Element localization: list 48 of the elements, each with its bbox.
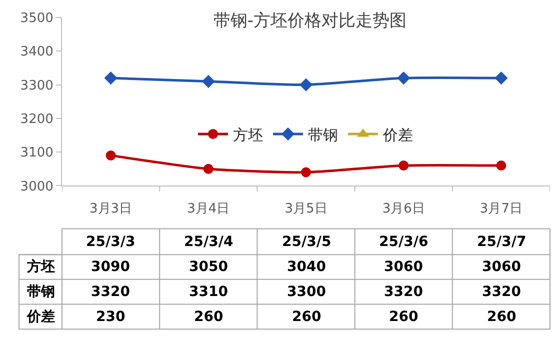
point (398, 160, 409, 171)
text: 25/3/4 (184, 234, 234, 250)
data-label: 3060 (384, 259, 424, 275)
text: 230 (96, 309, 126, 325)
point (301, 167, 311, 178)
point (494, 72, 508, 84)
text: 260 (194, 309, 224, 325)
text: 25/3/3 (86, 234, 136, 250)
data-label: 3310 (189, 284, 228, 300)
y-tick-label: 3000 (20, 179, 54, 194)
text: 260 (487, 309, 516, 325)
y-tick-label: 3500 (20, 11, 54, 26)
text: 260 (389, 309, 418, 325)
y-tick-label: 3300 (20, 78, 54, 94)
text: 260 (292, 309, 322, 325)
y-tick-label: 3400 (20, 44, 54, 60)
x-tick-label: 3月4日 (187, 201, 230, 216)
data-label: 3320 (91, 284, 130, 300)
legend-label: 带钢 (308, 126, 338, 144)
data-label: 3320 (384, 284, 424, 300)
text: 方坯 (27, 259, 55, 275)
x-tick-label: 3月7日 (480, 201, 522, 216)
y-tick-label: 3200 (20, 112, 54, 127)
text: 25/3/7 (477, 234, 526, 250)
legend-label: 价差 (382, 126, 413, 144)
y-tick-label: 3100 (20, 146, 54, 161)
point (203, 164, 214, 174)
data-label: 3320 (482, 284, 522, 300)
text: 价差 (27, 309, 55, 325)
x-tick-label: 3月6日 (382, 201, 425, 216)
x-tick-label: 3月3日 (90, 201, 132, 216)
data-label: 3060 (482, 259, 522, 275)
data-label: 3090 (91, 259, 130, 275)
point (202, 75, 215, 88)
chart-title: 带钢-方坯价格对比走势图 (213, 10, 407, 31)
data-label: 3050 (189, 259, 228, 275)
text: 25/3/6 (379, 234, 428, 250)
point (104, 72, 118, 84)
point (397, 72, 410, 84)
text: 带钢 (27, 284, 55, 300)
text: 25/3/5 (282, 234, 332, 250)
point (496, 160, 506, 171)
x-tick-label: 3月5日 (284, 201, 328, 216)
point (106, 150, 116, 160)
point (300, 78, 312, 92)
data-label: 3040 (287, 259, 326, 275)
data-label: 3300 (287, 284, 326, 300)
legend-label: 方坯 (233, 126, 263, 144)
